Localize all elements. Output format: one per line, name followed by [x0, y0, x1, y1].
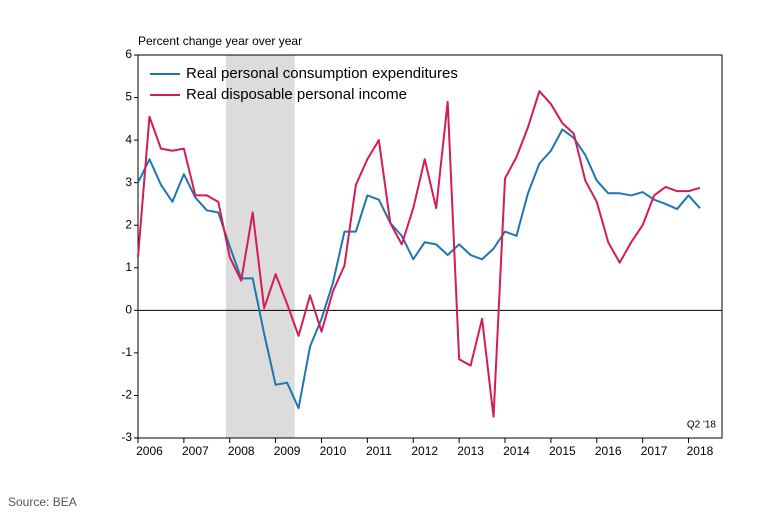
x-tick-label: 2018	[687, 444, 714, 458]
y-tick-label: -3	[121, 430, 132, 444]
y-tick-label: 1	[125, 260, 132, 274]
y-tick-label: 3	[125, 175, 132, 189]
y-tick-label: -2	[121, 388, 132, 402]
x-tick-label: 2015	[549, 444, 576, 458]
annotation: Q2 '18	[687, 420, 717, 431]
x-tick-label: 2006	[136, 444, 163, 458]
y-axis-label: Percent change year over year	[138, 34, 302, 48]
legend-label: Real disposable personal income	[186, 86, 407, 103]
x-tick-label: 2011	[366, 444, 392, 458]
recession-shade	[225, 55, 295, 438]
x-tick-label: 2016	[595, 444, 622, 458]
x-tick-label: 2014	[503, 444, 530, 458]
x-tick-label: 2010	[320, 444, 347, 458]
y-tick-label: -1	[121, 345, 132, 359]
series-line	[137, 128, 701, 410]
legend-label: Real personal consumption expenditures	[186, 65, 458, 82]
x-tick-label: 2007	[182, 444, 209, 458]
y-tick-label: 2	[125, 217, 132, 231]
source: Source: BEA	[8, 495, 77, 509]
x-tick-label: 2008	[228, 444, 255, 458]
series-line	[137, 90, 701, 418]
x-tick-label: 2017	[641, 444, 668, 458]
y-tick-label: 0	[125, 303, 132, 317]
x-tick-label: 2012	[411, 444, 438, 458]
x-tick-label: 2013	[457, 444, 484, 458]
y-tick-label: 6	[125, 47, 132, 61]
x-tick-label: 2009	[274, 444, 301, 458]
y-tick-label: 5	[125, 90, 132, 104]
y-tick-label: 4	[125, 132, 132, 146]
plot-frame	[137, 54, 723, 439]
